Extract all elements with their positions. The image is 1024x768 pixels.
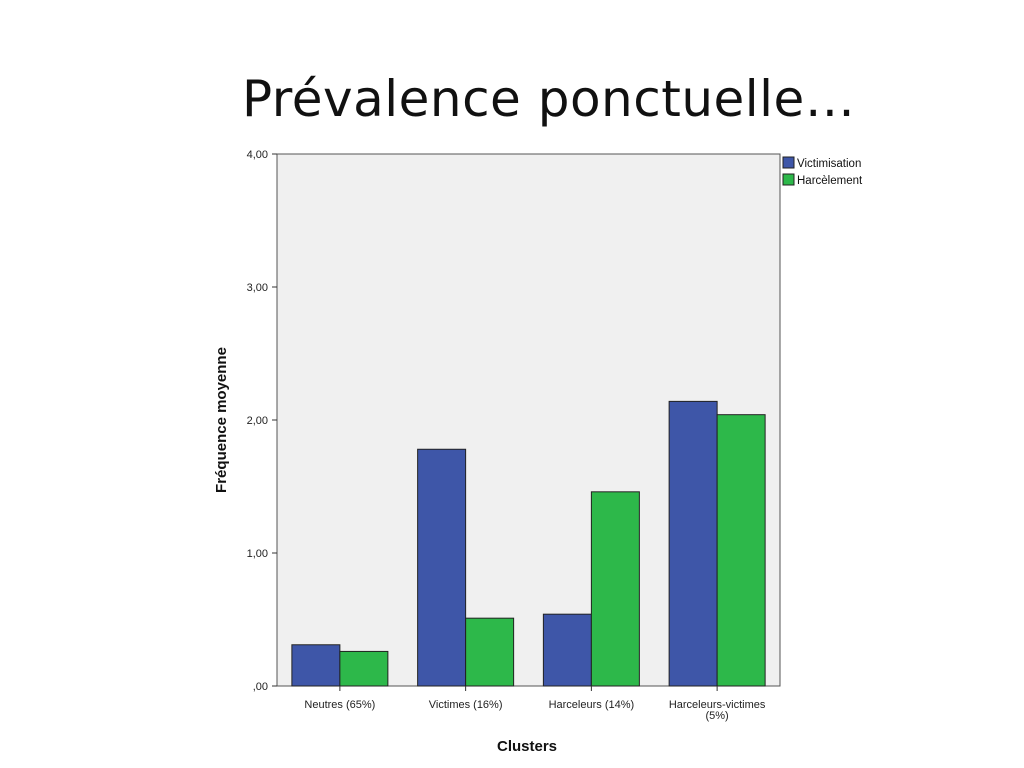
- x-tick-label: (5%): [706, 710, 729, 722]
- x-tick-label: Victimes (16%): [429, 699, 503, 711]
- y-tick-label: 1,00: [247, 548, 268, 560]
- legend-label-0: Victimisation: [797, 158, 861, 170]
- legend-swatch-0: [782, 156, 795, 169]
- x-axis-title: Clusters: [497, 738, 557, 755]
- y-tick-label: ,00: [253, 681, 268, 693]
- slide-title: Prévalence ponctuelle…: [242, 70, 856, 128]
- y-axis-title: Fréquence moyenne: [213, 347, 230, 493]
- y-tick-label: 2,00: [247, 415, 268, 427]
- bar-victimisation-2: [542, 613, 592, 687]
- x-axis: Neutres (65%) Victimes (16%) Harceleurs (1…: [304, 686, 766, 722]
- x-tick-label: Neutres (65%): [304, 699, 375, 711]
- legend: Victimisation Harcèlement: [782, 156, 863, 187]
- bar-harcèlement-0: [339, 650, 389, 687]
- bar-victimisation-3: [668, 400, 718, 687]
- legend-label-1: Harcèlement: [797, 175, 863, 187]
- bars-group: [291, 400, 766, 687]
- bar-harcèlement-2: [590, 491, 640, 687]
- legend-swatch-1: [782, 173, 795, 186]
- y-axis: ,00 1,00 2,00 3,00 4,00: [247, 149, 277, 693]
- x-tick-label: Harceleurs (14%): [549, 699, 635, 711]
- x-tick-label: Harceleurs-victimes: [669, 699, 766, 711]
- bar-victimisation-0: [291, 644, 341, 687]
- y-tick-label: 4,00: [247, 149, 268, 161]
- bar-victimisation-1: [417, 448, 467, 687]
- y-tick-label: 3,00: [247, 282, 268, 294]
- bar-harcèlement-1: [465, 617, 515, 687]
- bar-harcèlement-3: [716, 414, 766, 687]
